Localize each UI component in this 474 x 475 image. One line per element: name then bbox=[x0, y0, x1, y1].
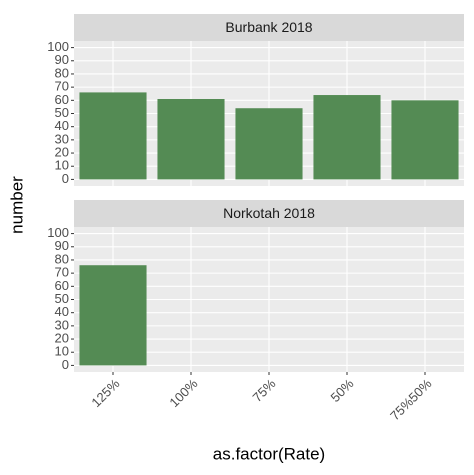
strip-label: Burbank 2018 bbox=[225, 19, 312, 35]
y-tick-label: 80 bbox=[55, 65, 69, 80]
y-tick-label: 40 bbox=[55, 118, 69, 133]
y-tick-label: 60 bbox=[55, 92, 69, 107]
x-tick-label: 50% bbox=[328, 376, 357, 405]
y-tick-label: 80 bbox=[55, 251, 69, 266]
y-tick-label: 50 bbox=[55, 291, 69, 306]
y-tick-label: 70 bbox=[55, 79, 69, 94]
y-tick-label: 20 bbox=[55, 330, 69, 345]
x-tick-label: 100% bbox=[166, 376, 200, 410]
bar bbox=[157, 99, 225, 180]
x-tick-label: 75% bbox=[250, 376, 279, 405]
y-tick-label: 30 bbox=[55, 131, 69, 146]
bar bbox=[391, 100, 459, 180]
y-tick-label: 60 bbox=[55, 278, 69, 293]
y-tick-label: 40 bbox=[55, 304, 69, 319]
bar bbox=[235, 108, 303, 180]
bar bbox=[79, 265, 147, 366]
strip-label: Norkotah 2018 bbox=[223, 205, 315, 221]
y-tick-label: 10 bbox=[55, 158, 69, 173]
x-tick-label: 125% bbox=[88, 376, 122, 410]
y-tick-label: 0 bbox=[62, 357, 69, 372]
y-tick-label: 100 bbox=[47, 39, 69, 54]
bar bbox=[313, 95, 381, 180]
y-tick-label: 90 bbox=[55, 238, 69, 253]
strip bbox=[74, 200, 464, 227]
y-tick-label: 0 bbox=[62, 171, 69, 186]
strip bbox=[74, 14, 464, 41]
y-axis-title: number bbox=[7, 176, 26, 234]
y-tick-label: 90 bbox=[55, 52, 69, 67]
y-tick-label: 10 bbox=[55, 344, 69, 359]
y-tick-label: 70 bbox=[55, 265, 69, 280]
y-tick-label: 100 bbox=[47, 225, 69, 240]
y-tick-label: 50 bbox=[55, 105, 69, 120]
x-tick-label: 75%50% bbox=[387, 376, 435, 424]
y-tick-label: 30 bbox=[55, 317, 69, 332]
bar bbox=[79, 92, 147, 180]
x-axis-title: as.factor(Rate) bbox=[213, 444, 325, 463]
y-tick-label: 20 bbox=[55, 144, 69, 159]
